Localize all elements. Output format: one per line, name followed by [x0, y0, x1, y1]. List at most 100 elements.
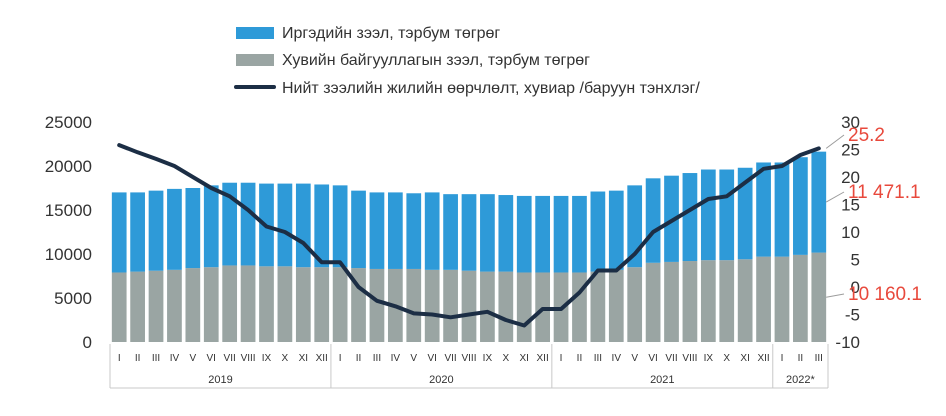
x-axis: I II III IV V VI VII VIII IX X XI XII I II III IV V VI VII…	[109, 344, 829, 389]
bar-business-loans	[737, 259, 753, 342]
x-tick-label-month: XI	[520, 353, 529, 364]
bar-business-loans	[590, 271, 606, 342]
x-tick-label-month: XII	[537, 353, 549, 364]
x-tick-label-month: VI	[648, 353, 657, 364]
bar-household-loans	[608, 190, 624, 270]
bar-business-loans	[700, 260, 716, 342]
y-left-tick-label: 0	[83, 333, 92, 352]
bar-household-loans	[424, 192, 440, 270]
x-tick-label-month: II	[577, 353, 583, 364]
x-tick-label-month: VIII	[461, 353, 476, 364]
y-right-tick-label: 20	[841, 168, 860, 187]
x-tick-label-month: IV	[612, 353, 622, 364]
bar-household-loans	[498, 195, 514, 272]
bar-household-loans	[240, 182, 256, 266]
x-tick-label-month: V	[190, 353, 197, 364]
bar-business-loans	[516, 272, 532, 342]
bar-business-loans	[608, 269, 624, 342]
bar-business-loans	[645, 262, 661, 342]
x-group-label-year: 2022*	[786, 374, 815, 386]
bar-business-loans	[148, 270, 164, 342]
y-right-tick-label: -5	[845, 306, 860, 325]
x-tick-label-month: I	[560, 353, 563, 364]
bar-business-loans	[498, 271, 514, 342]
y-left-tick-label: 10000	[45, 245, 92, 264]
x-tick-label-month: X	[723, 353, 730, 364]
x-tick-label-month: VII	[665, 353, 677, 364]
bar-household-loans	[351, 190, 366, 269]
bar-household-loans	[682, 173, 698, 262]
x-tick-label-month: VII	[224, 353, 236, 364]
legend-label-business-loans: Хувийн байгууллагын зээл, тэрбум төгрөг	[282, 52, 590, 69]
bar-household-loans	[793, 157, 808, 255]
bar-household-loans	[553, 195, 569, 273]
bar-business-loans	[111, 272, 127, 342]
bar-household-loans	[774, 162, 790, 257]
x-tick-label-month: XI	[299, 353, 308, 364]
bar-household-loans	[737, 167, 753, 260]
bar-household-loans	[185, 188, 201, 269]
line-series	[117, 143, 821, 328]
x-tick-label-month: IX	[704, 353, 714, 364]
y-right-tick-label: 15	[841, 196, 860, 215]
y-left-tick-label: 20000	[45, 157, 92, 176]
x-tick-label-month: IX	[262, 353, 272, 364]
bar-household-loans	[516, 195, 532, 273]
bar-household-loans	[756, 162, 771, 257]
bar-business-loans	[130, 271, 145, 342]
y-right-tick-label: 10	[841, 223, 860, 242]
bar-business-loans	[480, 271, 495, 342]
bar-business-loans	[406, 268, 422, 342]
y-left-tick-label: 25000	[45, 113, 92, 132]
y-axis-left: 0 5000 10000 15000 20000 25000	[45, 113, 92, 352]
x-tick-label-month: III	[815, 353, 823, 364]
y-right-tick-label: 30	[841, 113, 860, 132]
bar-household-loans	[369, 192, 385, 269]
bar-household-loans	[222, 182, 238, 266]
y-right-tick-label: 5	[851, 251, 860, 270]
x-tick-label-month: X	[282, 353, 289, 364]
bar-household-loans	[572, 195, 587, 273]
x-tick-label-month: III	[152, 353, 160, 364]
bar-household-loans	[590, 191, 606, 272]
x-group-label-year: 2020	[429, 374, 453, 386]
bar-business-loans	[664, 261, 679, 342]
x-tick-label-month: III	[594, 353, 602, 364]
x-group-label-year: 2019	[208, 374, 232, 386]
y-left-tick-label: 15000	[45, 201, 92, 220]
x-tick-label-month: VIII	[682, 353, 697, 364]
y-left-tick-label: 5000	[54, 289, 92, 308]
x-tick-label-month: I	[781, 353, 784, 364]
x-tick-label-month: III	[373, 353, 381, 364]
bar-household-loans	[332, 185, 348, 268]
bar-household-loans	[295, 183, 311, 268]
legend: Иргэдийн зээл, тэрбум төгрөг Хувийн байг…	[234, 25, 700, 97]
bar-household-loans	[443, 194, 458, 270]
legend-label-total-change: Нийт зээлийн жилийн өөрчлөлт, хувиар /ба…	[282, 80, 700, 97]
y-axis-right: -10 -5 0 5 10 15 20 25 30	[835, 113, 860, 352]
bar-business-loans	[295, 267, 311, 342]
bar-household-loans	[480, 194, 495, 272]
x-tick-label-month: VIII	[241, 353, 256, 364]
x-tick-label-month: I	[339, 353, 342, 364]
bar-business-loans	[259, 266, 274, 342]
annotation-leader-line	[826, 293, 845, 298]
x-tick-label-month: VI	[207, 353, 216, 364]
x-tick-label-month: XII	[316, 353, 328, 364]
bar-household-loans	[535, 195, 551, 273]
bar-business-loans	[682, 261, 698, 342]
annotation-label: 11 471.1	[848, 182, 921, 203]
y-right-tick-label: 25	[841, 141, 860, 160]
x-tick-label-month: I	[118, 353, 121, 364]
bar-household-loans	[719, 169, 735, 261]
x-tick-label-month: IV	[391, 353, 401, 364]
bar-business-loans	[627, 267, 643, 342]
bar-business-loans	[203, 267, 219, 342]
annotation-label: 10 160.1	[848, 284, 922, 305]
x-tick-label-month: XI	[740, 353, 749, 364]
x-tick-label-month: VII	[444, 353, 456, 364]
x-tick-label-month: IV	[170, 353, 180, 364]
bar-household-loans	[387, 192, 403, 269]
bar-business-loans	[756, 256, 771, 342]
